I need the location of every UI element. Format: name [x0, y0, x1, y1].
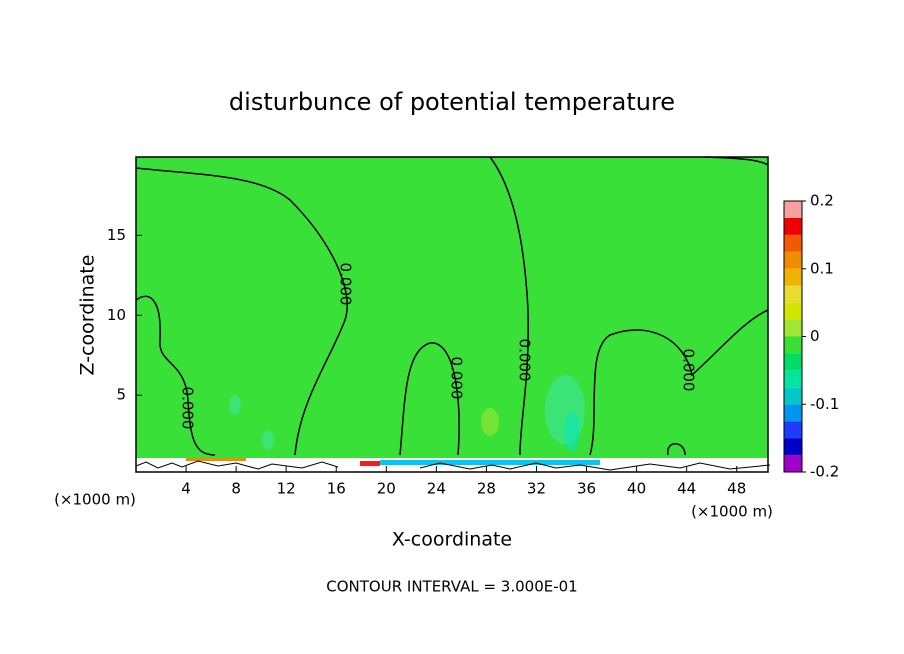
colorbar-band	[784, 251, 802, 269]
y-tick-label: 5	[116, 386, 126, 404]
x-unit-label: (×1000 m)	[54, 491, 136, 509]
x-tick-label: 44	[677, 480, 696, 498]
colorbar-band	[784, 217, 802, 235]
y-axis-label: Z-coordinate	[77, 255, 99, 376]
colorbar-tick-label: 0	[810, 327, 820, 345]
colorbar-band	[784, 455, 802, 472]
colorbar-band	[784, 421, 802, 439]
colorbar-tick-label: -0.1	[810, 395, 839, 413]
field	[136, 157, 768, 472]
x-tick-label: 28	[477, 480, 496, 498]
x-tick-label: 4	[181, 480, 191, 498]
colorbar-band	[784, 319, 802, 337]
colorbar-band	[784, 404, 802, 422]
contour-label: 0.000	[680, 349, 698, 392]
x-tick-label: 8	[231, 480, 241, 498]
chart-title: disturbunce of potential temperature	[229, 88, 675, 116]
x-tick-label: 48	[727, 480, 746, 498]
colorbar-band	[784, 370, 802, 388]
colorbar-band	[784, 438, 802, 456]
colorbar-band	[784, 302, 802, 320]
contour-label: 0.000	[179, 387, 197, 430]
contour-label: 0.000	[337, 263, 355, 306]
x-tick-label: 40	[627, 480, 646, 498]
colorbar-band	[784, 387, 802, 405]
x-tick-label: 36	[577, 480, 596, 498]
x-tick-label: 24	[427, 480, 446, 498]
colorbar-band	[784, 201, 802, 218]
contour-label: 0.000	[448, 357, 466, 400]
contour-label: 0.000	[516, 339, 534, 382]
colorbar-tick-label: 0.1	[810, 259, 834, 277]
footer: CONTOUR INTERVAL = 3.000E-01	[326, 578, 577, 596]
x-unit-label: (×1000 m)	[691, 503, 773, 521]
colorbar-band	[784, 336, 802, 354]
field-features	[135, 375, 771, 472]
x-axis-label: X-coordinate	[392, 529, 512, 551]
plot-frame	[135, 156, 769, 473]
x-tick-label: 16	[327, 480, 346, 498]
colorbar-band	[784, 268, 802, 286]
y-tick-label: 15	[107, 226, 126, 244]
x-tick-label: 12	[277, 480, 296, 498]
y-tick-label: 10	[107, 306, 126, 324]
colorbar-tick-label: -0.2	[810, 463, 839, 481]
x-tick-label: 32	[527, 480, 546, 498]
colorbar-tick-label: 0.2	[810, 192, 834, 210]
colorbar-band	[784, 353, 802, 371]
colorbar-band	[784, 234, 802, 252]
x-tick-label: 20	[377, 480, 396, 498]
colorbar-band	[784, 285, 802, 303]
